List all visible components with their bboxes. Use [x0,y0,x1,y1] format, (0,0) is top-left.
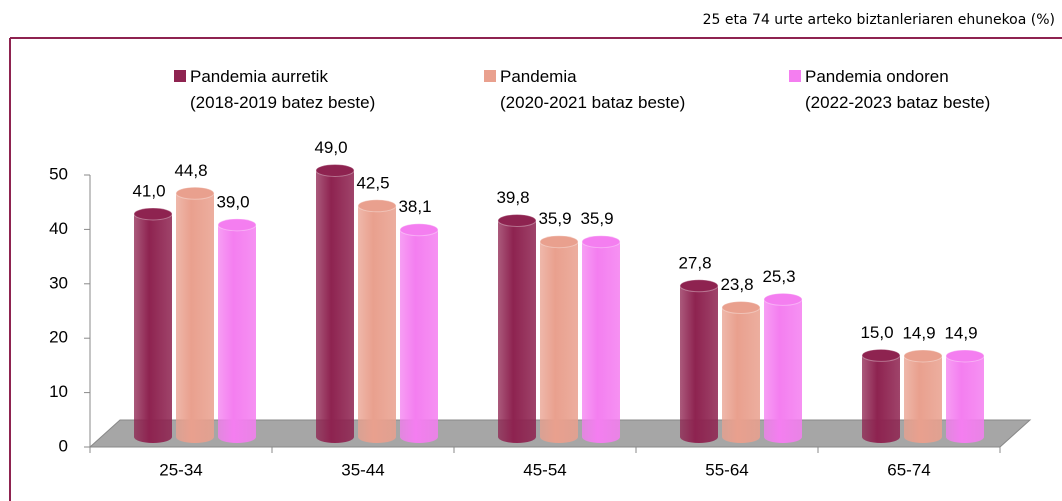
y-tick-label: 50 [49,164,68,183]
cylinder-body [540,241,578,443]
cylinder-top [497,213,537,227]
x-tick-label: 45-54 [523,460,566,479]
cylinder-top [581,235,621,249]
cylinder-top [217,218,257,232]
cylinder-body [946,355,984,443]
cylinder [357,199,397,443]
legend-swatch [484,70,496,82]
cylinder-top [399,223,439,237]
legend-swatch [174,70,186,82]
cylinder-body [862,355,900,443]
cylinder-body [134,213,172,443]
value-label: 38,1 [398,197,431,216]
y-tick-label: 20 [49,328,68,347]
x-tick-label: 35-44 [341,460,384,479]
cylinder [497,213,537,443]
cylinder [861,348,901,443]
value-label: 23,8 [720,275,753,294]
cylinder [679,279,719,443]
value-label: 25,3 [762,267,795,286]
legend-label: Pandemia aurretik (2018-2019 batez beste… [190,67,376,112]
cylinder-top [315,163,355,177]
value-label: 39,0 [216,192,249,211]
value-label: 44,8 [174,161,207,180]
cylinder-top [539,235,579,249]
value-label: 42,5 [356,173,389,192]
value-label: 14,9 [944,323,977,342]
cylinder-top [763,292,803,306]
value-label: 39,8 [496,188,529,207]
legend-label: Pandemia ondoren (2022-2023 bataz beste) [805,67,991,112]
y-tick-label: 30 [49,273,68,292]
cylinder-body [316,170,354,443]
y-tick-label: 40 [49,219,68,238]
cylinder [721,301,761,443]
cylinder-body [176,193,214,443]
subtitle: 25 eta 74 urte arteko biztanleriaren ehu… [703,12,1055,28]
legend-entry: Pandemia aurretik (2018-2019 batez beste… [174,64,376,116]
cylinder-body [218,224,256,443]
cylinder-top [679,279,719,293]
x-tick-label: 55-64 [705,460,748,479]
value-label: 35,9 [538,209,571,228]
cylinder-body [904,355,942,443]
cylinder [399,223,439,443]
cylinder-body [400,229,438,443]
legend-entry: Pandemia ondoren (2022-2023 bataz beste) [789,64,991,116]
cylinder [581,235,621,443]
value-label: 41,0 [132,181,165,200]
cylinder [945,349,985,443]
cylinder-body [582,241,620,443]
cylinder [763,292,803,443]
x-tick-label: 25-34 [159,460,202,479]
cylinder [315,163,355,443]
value-label: 27,8 [678,253,711,272]
cylinder-body [358,205,396,443]
cylinder-body [680,285,718,443]
cylinder [133,207,173,443]
legend-entry: Pandemia (2020-2021 bataz beste) [484,64,686,116]
cylinder [903,349,943,443]
cylinder [539,235,579,443]
value-label: 35,9 [580,209,613,228]
cylinder-top [903,349,943,363]
y-tick-label: 10 [49,382,68,401]
cylinder [175,186,215,443]
cylinder [217,218,257,443]
x-tick-label: 65-74 [887,460,930,479]
cylinder-body [722,307,760,443]
cylinder-body [498,220,536,443]
value-label: 49,0 [314,138,347,157]
cylinder-top [861,348,901,362]
cylinder-top [133,207,173,221]
legend-label: Pandemia (2020-2021 bataz beste) [500,67,686,112]
cylinder-body [764,299,802,443]
cylinder-top [945,349,985,363]
cylinder-top [721,301,761,315]
legend-swatch [789,70,801,82]
cylinder-top [357,199,397,213]
cylinder-top [175,186,215,200]
y-tick-label: 0 [59,436,68,455]
value-label: 15,0 [860,323,893,342]
value-label: 14,9 [902,323,935,342]
